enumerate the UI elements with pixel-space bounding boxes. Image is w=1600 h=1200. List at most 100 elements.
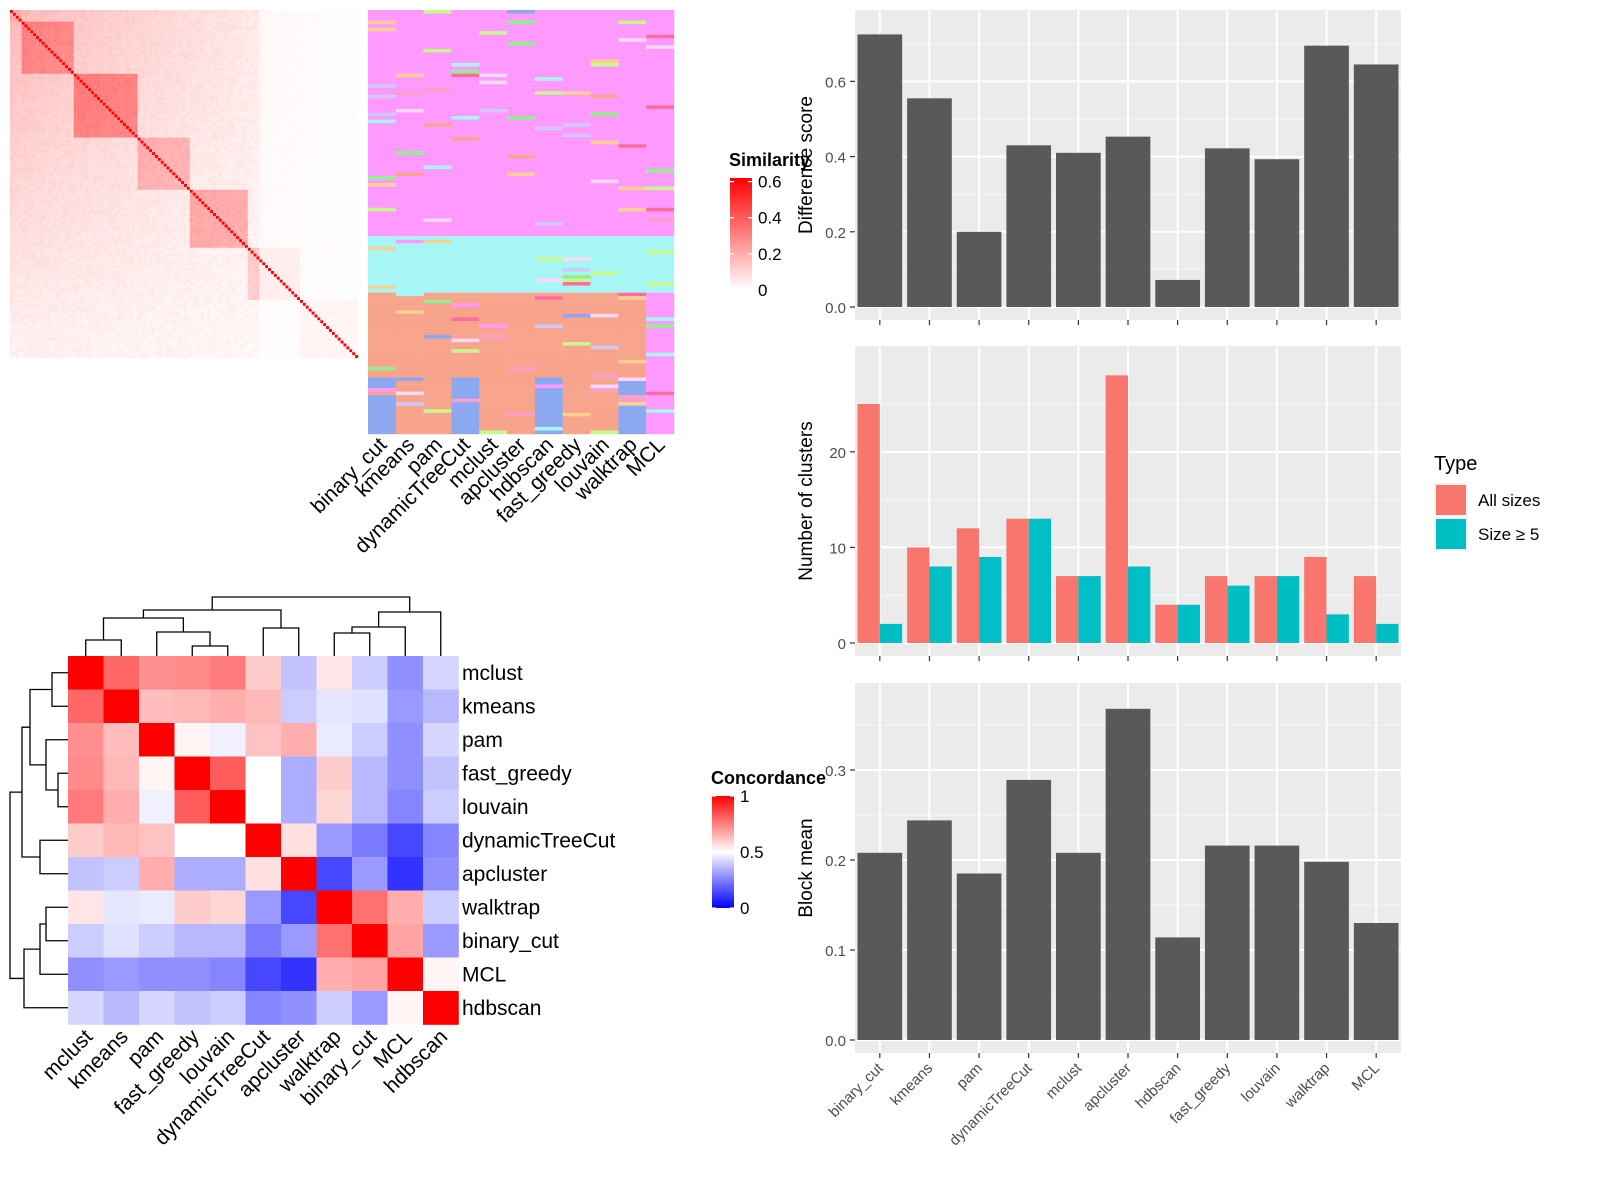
similarity-legend-tick: 0.2 [758, 245, 782, 264]
concordance-cell [352, 689, 388, 724]
concordance-legend: Concordance 0 0.5 1 [711, 768, 826, 918]
bar-block-mean [1353, 923, 1399, 1040]
concordance-cell [210, 823, 246, 858]
concordance-cell [245, 790, 282, 824]
concordance-cell [387, 823, 424, 858]
concordance-cell [174, 857, 211, 891]
concordance-cell [316, 823, 353, 858]
concordance-cell [423, 756, 459, 791]
concordance-cell [423, 890, 459, 925]
bar-number-of-clusters [879, 623, 903, 643]
concordance-cell [423, 723, 459, 757]
concordance-cell [281, 890, 317, 925]
bar-number-of-clusters [1028, 518, 1052, 643]
bar-difference-score [956, 231, 1002, 307]
concordance-cell [245, 723, 282, 757]
concordance-cell [281, 756, 317, 791]
bar-number-of-clusters [907, 547, 930, 643]
concordance-cell [316, 924, 353, 958]
concordance-dendrogram-left [9, 672, 68, 1009]
concordance-cell [387, 991, 424, 1025]
concordance-cell [316, 723, 353, 757]
bar-block-mean [1155, 937, 1200, 1040]
concordance-cell [103, 790, 140, 824]
concordance-cell [139, 689, 175, 724]
concordance-cell [103, 991, 140, 1025]
concordance-cell [103, 957, 140, 992]
legend-entry: Size ≥ 5 [1478, 525, 1539, 544]
bar-number-of-clusters [1254, 576, 1277, 643]
concordance-cell [245, 756, 282, 791]
concordance-dendrogram-top [85, 596, 442, 656]
similarity-legend-title: Similarity [729, 150, 810, 170]
concordance-cell [139, 890, 175, 925]
bar-number-of-clusters [857, 404, 880, 643]
concordance-cell [245, 823, 282, 858]
concordance-legend-tick: 1 [740, 787, 749, 806]
cluster-assignment-strip: binary_cutkmeanspamdynamicTreeCutmclusta… [307, 10, 675, 558]
difference-score-panel: 0.0 0.2 0.4 0.6 Difference score [796, 10, 1401, 325]
y-tick-label: 0.2 [825, 853, 846, 870]
bar-block-mean [907, 820, 952, 1040]
legend-title: Type [1434, 453, 1477, 475]
bar-block-mean [1204, 845, 1250, 1040]
concordance-cell [387, 756, 424, 791]
concordance-cell [281, 957, 317, 992]
concordance-cell [423, 790, 459, 824]
concordance-cell [103, 890, 140, 925]
concordance-cell [352, 790, 388, 824]
concordance-legend-tick: 0.5 [740, 843, 764, 862]
concordance-cell [245, 689, 282, 724]
bar-difference-score [1155, 279, 1200, 307]
bar-difference-score [1006, 145, 1052, 307]
concordance-cell [139, 756, 175, 791]
bar-number-of-clusters [979, 556, 1002, 643]
concordance-cell [423, 957, 459, 992]
concordance-cell [387, 656, 424, 690]
bar-difference-score [857, 34, 903, 308]
bar-block-mean [1056, 852, 1101, 1040]
concordance-row-label: louvain [462, 796, 529, 819]
bar-number-of-clusters [1155, 604, 1178, 643]
x-tick-label: mclust [1043, 1059, 1086, 1102]
concordance-cell [139, 823, 175, 858]
concordance-cell [245, 991, 282, 1025]
concordance-cell [352, 924, 388, 958]
concordance-cell [316, 890, 353, 925]
bar-block-mean [1254, 845, 1300, 1040]
concordance-cell [423, 924, 459, 958]
legend-swatch [1436, 485, 1466, 515]
bar-difference-score [1254, 159, 1300, 307]
bar-number-of-clusters [929, 566, 952, 643]
bar-block-mean [1105, 708, 1151, 1040]
concordance-cell [423, 991, 459, 1025]
concordance-cell [316, 991, 353, 1025]
concordance-cell [139, 790, 175, 824]
concordance-row-label: kmeans [462, 695, 536, 718]
x-tick-label: MCL [1349, 1060, 1383, 1094]
concordance-cell [316, 656, 353, 690]
number-of-clusters-panel: 0 10 20 Number of clusters [796, 346, 1401, 661]
similarity-legend-tick: 0.6 [758, 173, 782, 192]
similarity-legend-tick: 0 [758, 281, 767, 300]
concordance-cell [352, 991, 388, 1025]
concordance-cell [68, 823, 104, 858]
concordance-cell [68, 924, 104, 958]
concordance-cell [245, 857, 282, 891]
bar-difference-score [907, 98, 952, 307]
bar-number-of-clusters [1105, 375, 1128, 643]
legend-swatch [1436, 519, 1466, 549]
concordance-cell [210, 991, 246, 1025]
concordance-cell [210, 890, 246, 925]
y-tick-label: 0.4 [825, 150, 846, 167]
bar-number-of-clusters [1353, 576, 1377, 643]
concordance-row-label: pam [462, 729, 503, 752]
concordance-cell [281, 723, 317, 757]
concordance-cell [139, 924, 175, 958]
x-tick-label: kmeans [887, 1060, 936, 1109]
similarity-legend: Similarity 0 0.2 0.4 0.6 [729, 150, 810, 300]
concordance-cell [103, 857, 140, 891]
